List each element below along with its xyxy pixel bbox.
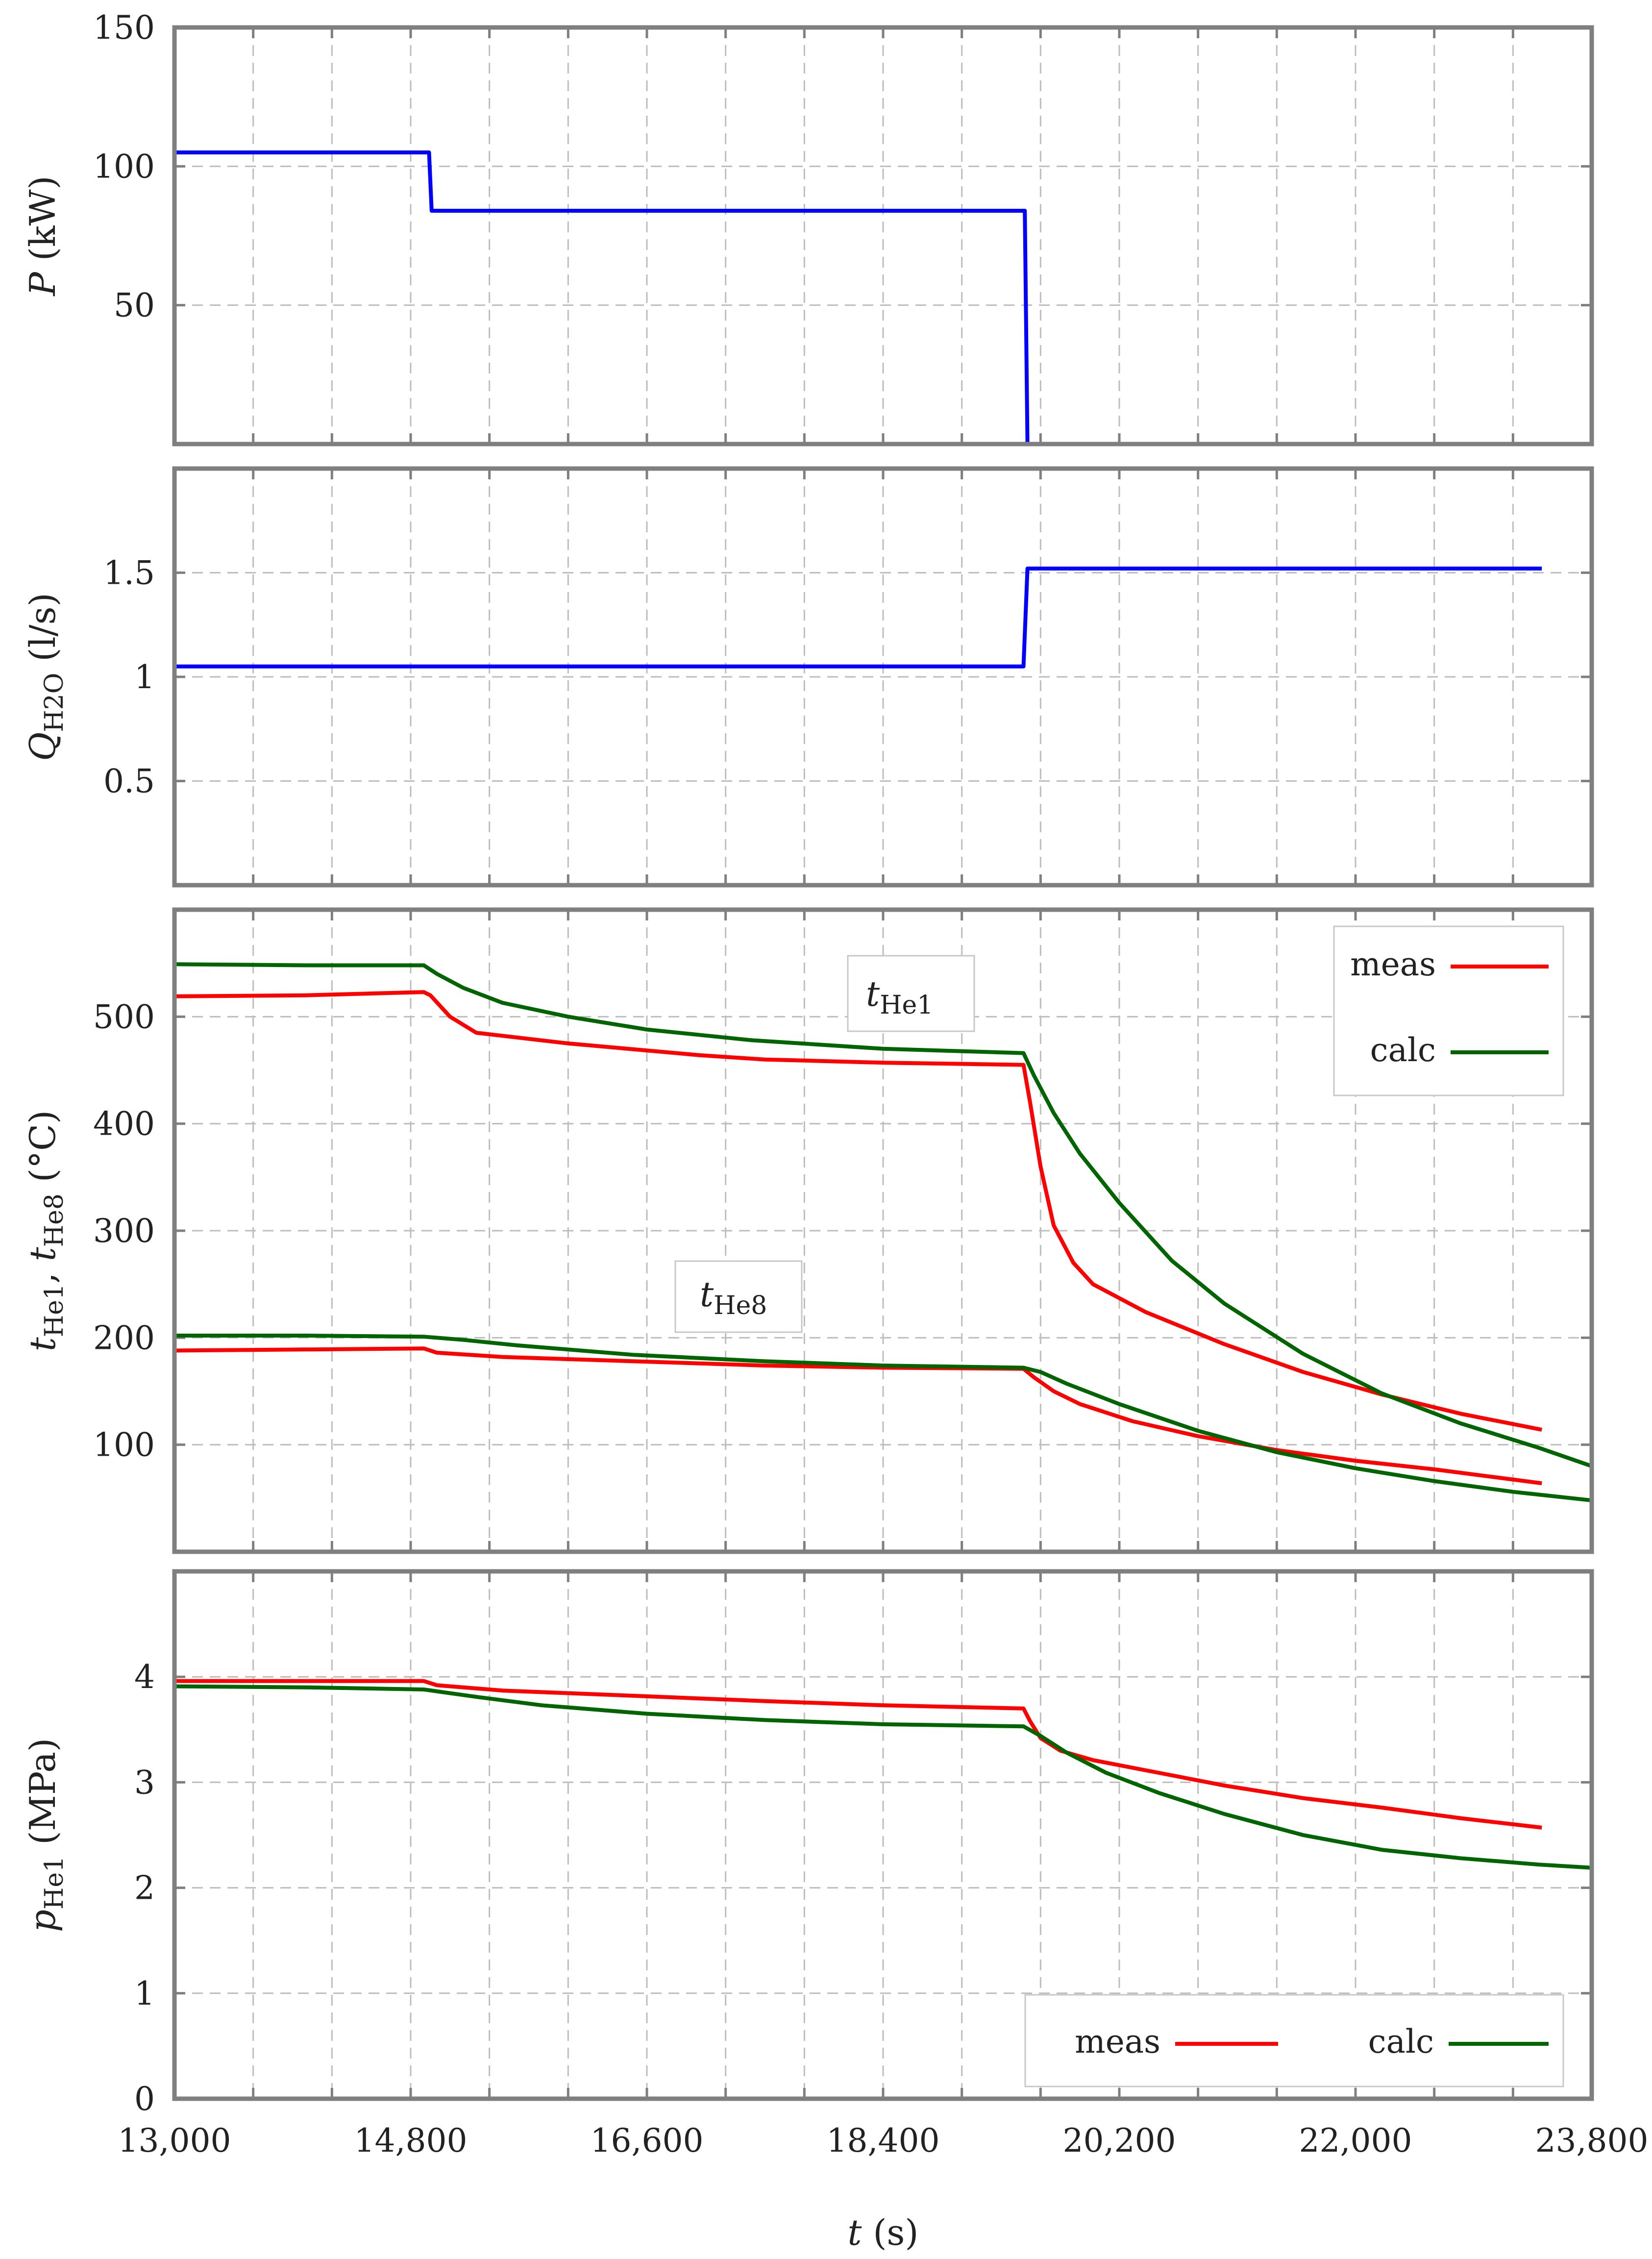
panel-pressure-ytick-label: 4	[134, 1658, 155, 1696]
panel-pressure-xtick-label: 18,400	[827, 2122, 940, 2160]
panel-temperature-series	[174, 962, 1593, 1503]
panel-pressure-xlabel: t (s)	[848, 2212, 919, 2253]
panel-pressure-xtick-label: 22,000	[1299, 2122, 1412, 2160]
annotation-the1: tHe1	[847, 955, 975, 1032]
legend-temperature-meas-label: meas	[1350, 945, 1436, 983]
series-pressure-meas	[174, 1679, 1542, 1830]
panel-pressure-ytick-label: 2	[134, 1869, 155, 1907]
series-temperature-meas-the8	[174, 1346, 1542, 1486]
annotation-the8: tHe8	[674, 1260, 803, 1333]
legend-pressure: meas calc	[1024, 1994, 1564, 2087]
panel-flow-frame	[172, 466, 1594, 888]
panel-flow-series	[174, 567, 1542, 669]
panel-flow-ytick-label: 1.5	[103, 554, 155, 592]
panel-power: 50 100 150 P (kW)	[22, 9, 1594, 447]
panel-temperature-ytick-label: 300	[93, 1212, 155, 1250]
annotation-the8-label: tHe8	[700, 1274, 767, 1320]
series-power-power	[174, 150, 1030, 445]
panel-pressure-xtick-label: 23,800	[1535, 2122, 1649, 2160]
panel-pressure-xticks: 13,000 14,800 16,600 18,400 20,200 22,000 23,8…	[118, 2122, 1649, 2160]
panel-power-ytick-label: 100	[93, 148, 155, 185]
panel-temperature-ytick-label: 100	[93, 1426, 155, 1464]
panel-temperature: 100 200 300 400 500 tHe1, tHe8 (°C) tHe1 tHe…	[22, 907, 1594, 1554]
panel-pressure-frame	[172, 1569, 1594, 2101]
panel-power-frame	[172, 25, 1594, 447]
series-temperature-calc-the8	[174, 1334, 1592, 1503]
panel-flow-ytick-label: 1	[134, 658, 155, 696]
panel-flow-ylabel: QH2O (l/s)	[22, 593, 69, 761]
panel-flow-ytick-label: 0.5	[103, 763, 155, 800]
panel-power-ytick-label: 150	[93, 9, 155, 47]
panel-pressure-xtick-label: 14,800	[354, 2122, 468, 2160]
panel-pressure-xtick-label: 16,600	[591, 2122, 704, 2160]
panel-pressure-ylabel: pHe1 (MPa)	[22, 1738, 69, 1932]
panel-power-yticks: 50 100 150	[93, 9, 155, 324]
panel-temperature-ylabel: tHe1, tHe8 (°C)	[22, 1110, 69, 1351]
panel-power-ytick-label: 50	[114, 287, 155, 324]
series-pressure-calc	[174, 1684, 1592, 1870]
panel-pressure-series	[174, 1679, 1592, 1870]
panel-flow-grid	[174, 469, 1592, 885]
panel-power-series	[174, 150, 1030, 445]
panel-flow: 0.5 1 1.5 QH2O (l/s)	[22, 466, 1594, 888]
panel-pressure-yticks: 0 1 2 3 4	[134, 1658, 155, 2118]
annotation-the1-box	[847, 955, 975, 1032]
series-flow-flow	[174, 567, 1542, 669]
legend-temperature-box	[1333, 925, 1564, 1096]
panel-temperature-ytick-label: 200	[93, 1319, 155, 1357]
panel-pressure-ytick-label: 0	[134, 2080, 155, 2118]
panel-flow-yticks: 0.5 1 1.5	[103, 554, 155, 800]
legend-pressure-meas-label: meas	[1075, 2023, 1160, 2060]
legend-temperature-calc-label: calc	[1370, 1031, 1436, 1069]
panel-pressure: 0 1 2 3 4 13,000 14,800 16,600 18,400 20,200 22,0…	[22, 1569, 1649, 2253]
legend-pressure-calc-label: calc	[1368, 2023, 1434, 2060]
panel-power-ylabel: P (kW)	[22, 175, 63, 297]
panel-pressure-ytick-label: 1	[134, 1975, 155, 2012]
legend-pressure-box	[1024, 1994, 1564, 2087]
legend-temperature: meas calc	[1333, 925, 1564, 1096]
annotation-the8-box	[674, 1260, 803, 1333]
panel-temperature-yticks: 100 200 300 400 500	[93, 998, 155, 1464]
panel-temperature-ytick-label: 400	[93, 1105, 155, 1143]
series-temperature-calc-the1	[174, 962, 1593, 1468]
panel-temperature-frame	[172, 907, 1594, 1554]
panel-pressure-xtick-label: 13,000	[118, 2122, 231, 2160]
panel-pressure-ytick-label: 3	[134, 1763, 155, 1801]
series-temperature-meas-the1	[174, 990, 1542, 1432]
panel-temperature-ytick-label: 500	[93, 998, 155, 1036]
panel-pressure-xtick-label: 20,200	[1063, 2122, 1176, 2160]
annotation-the1-label: tHe1	[866, 974, 933, 1020]
panel-power-grid	[174, 26, 1592, 444]
